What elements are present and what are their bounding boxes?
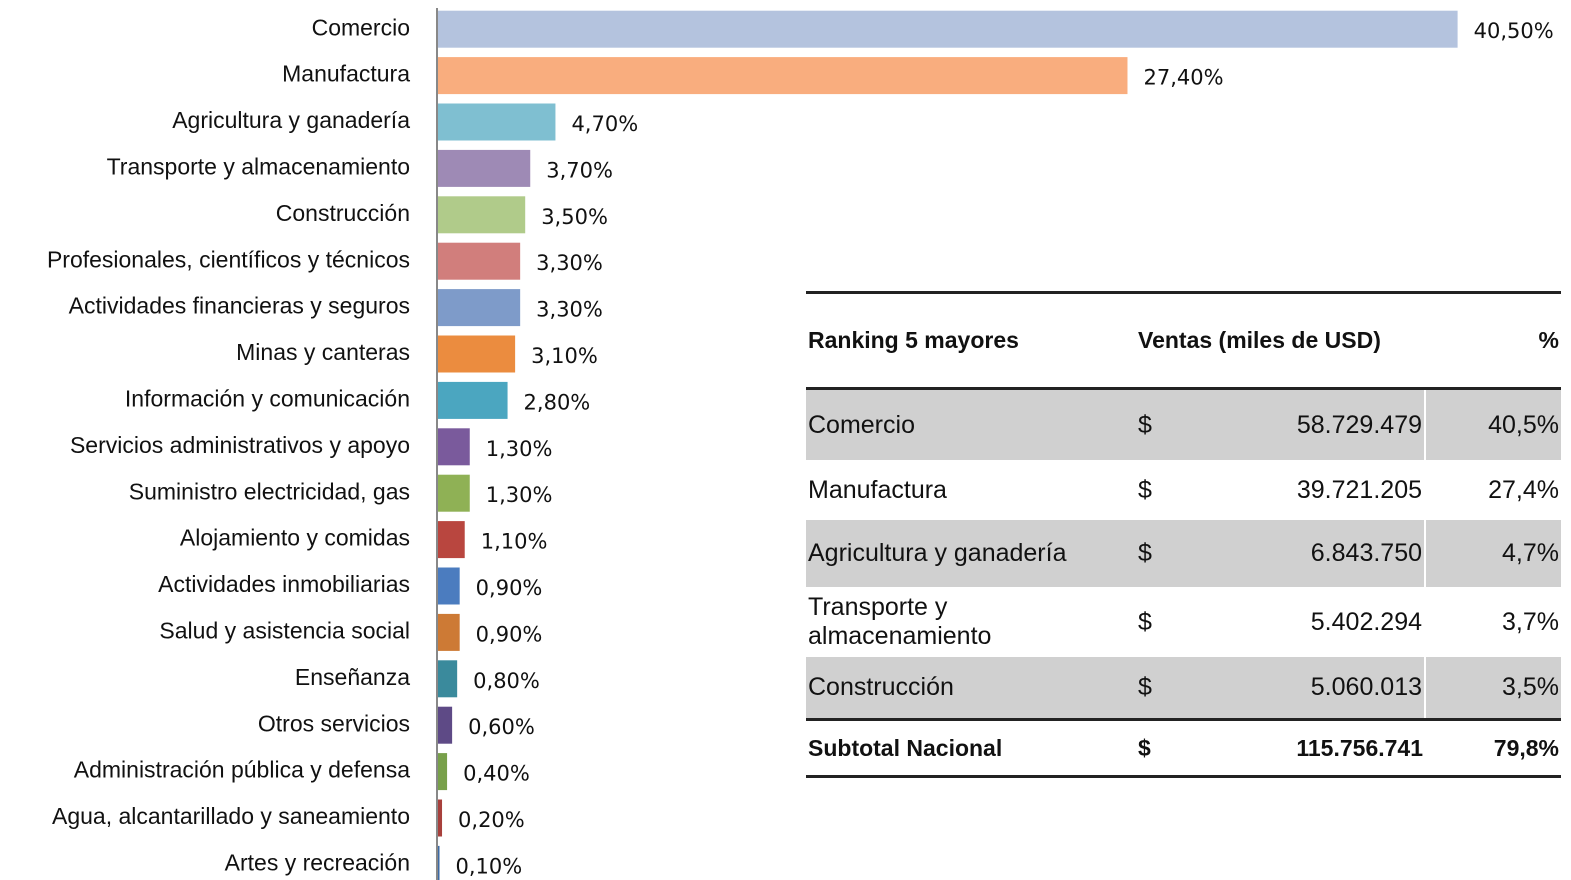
- value-label: 3,30%: [536, 251, 603, 275]
- table-cell: Comercio: [806, 388, 1136, 460]
- bar: [437, 242, 521, 280]
- category-label: Artes y recreación: [225, 849, 410, 875]
- table-row: Ranking 5 mayores Ventas (miles de USD)%: [806, 291, 1561, 390]
- bar: [437, 149, 531, 187]
- table-cell: %: [1425, 291, 1561, 390]
- category-label: Actividades inmobiliarias: [158, 571, 410, 597]
- value-label: 0,20%: [458, 808, 525, 832]
- table-cell: $: [1136, 718, 1190, 778]
- category-label: Administración pública y defensa: [74, 757, 410, 783]
- bar: [437, 335, 516, 373]
- table-cell: Manufactura: [808, 475, 947, 504]
- category-label: Comercio: [312, 14, 410, 40]
- bar: [437, 381, 508, 419]
- value-label: 1,30%: [486, 437, 553, 461]
- table-cell: 4,7%: [1425, 520, 1561, 587]
- table-cell: 40,5%: [1425, 388, 1561, 460]
- category-label: Salud y asistencia social: [159, 617, 410, 643]
- table-row: Construcción $5.060.013 3,5%: [806, 657, 1561, 720]
- table-cell: 3,7%: [1502, 607, 1559, 636]
- table-cell: 3,5%: [1425, 657, 1561, 720]
- table-cell: 5.402.294: [1190, 587, 1426, 657]
- value-label: 0,10%: [456, 854, 523, 878]
- table-row: Manufactura $39.721.205 27,4%: [806, 460, 1561, 520]
- table-row: Comercio $58.729.479 40,5%: [806, 388, 1561, 460]
- table-cell: 27,4%: [1488, 475, 1559, 504]
- bar: [437, 289, 521, 327]
- bar: [437, 10, 1458, 48]
- value-label: 3,10%: [531, 344, 598, 368]
- table-cell: 6.843.750: [1190, 520, 1426, 587]
- bar: [437, 474, 470, 512]
- value-label: 0,40%: [463, 762, 530, 786]
- bar: [437, 196, 526, 234]
- bar: [437, 613, 460, 651]
- value-label: 1,10%: [481, 530, 548, 554]
- table-cell: Agricultura y ganadería: [806, 520, 1136, 587]
- category-label: Minas y canteras: [236, 339, 410, 365]
- value-label: 3,30%: [536, 298, 603, 322]
- table-row: Agricultura y ganadería $6.843.750 4,7%: [806, 520, 1561, 587]
- category-label: Alojamiento y comidas: [180, 525, 410, 551]
- table-cell: $: [1138, 607, 1152, 636]
- value-label: 3,70%: [546, 158, 613, 182]
- category-label: Profesionales, científicos y técnicos: [47, 246, 410, 272]
- category-label: Actividades financieras y seguros: [69, 293, 410, 319]
- category-label: Transporte y almacenamiento: [107, 153, 410, 179]
- table-cell: $: [1136, 657, 1190, 720]
- category-label: Información y comunicación: [125, 385, 410, 411]
- category-label: Construcción: [276, 200, 410, 226]
- table-cell: 115.756.741: [1190, 718, 1425, 778]
- table-cell: Ventas (miles de USD): [1136, 291, 1425, 390]
- category-label: Agua, alcantarillado y saneamiento: [52, 803, 410, 829]
- table-row: Subtotal Nacional $115.756.741 79,8%: [806, 718, 1561, 778]
- bar: [437, 103, 556, 141]
- bar: [437, 660, 458, 698]
- table-cell: 79,8%: [1425, 718, 1561, 778]
- table-cell: $: [1136, 388, 1190, 460]
- value-label: 2,80%: [524, 390, 591, 414]
- table-cell: Ranking 5 mayores: [806, 291, 1136, 390]
- bar: [437, 753, 448, 791]
- bar: [437, 521, 465, 559]
- ranking-table: Ranking 5 mayores Ventas (miles de USD)% C…: [806, 291, 1561, 778]
- table-cell: 5.060.013: [1190, 657, 1426, 720]
- table-cell: 58.729.479: [1190, 388, 1426, 460]
- value-label: 0,90%: [476, 622, 543, 646]
- bar: [437, 428, 470, 466]
- value-label: 0,90%: [476, 576, 543, 600]
- value-label: 0,80%: [473, 669, 540, 693]
- category-label: Otros servicios: [258, 710, 410, 736]
- category-label: Servicios administrativos y apoyo: [70, 432, 410, 458]
- value-label: 1,30%: [486, 483, 553, 507]
- bar: [437, 567, 460, 605]
- table-cell: Transporte y almacenamiento: [808, 593, 992, 650]
- table-cell: Subtotal Nacional: [806, 718, 1136, 778]
- value-label: 27,40%: [1143, 66, 1223, 90]
- table-cell: Construcción: [806, 657, 1136, 720]
- bar: [437, 57, 1128, 95]
- table-cell: $: [1138, 475, 1152, 504]
- bar: [437, 845, 440, 880]
- value-label: 0,60%: [468, 715, 535, 739]
- table-cell: 39.721.205: [1190, 460, 1426, 520]
- value-label: 40,50%: [1474, 19, 1554, 43]
- category-label: Enseñanza: [295, 664, 410, 690]
- value-label: 4,70%: [571, 112, 638, 136]
- bar: [437, 706, 453, 744]
- value-label: 3,50%: [541, 205, 608, 229]
- category-label: Agricultura y ganadería: [172, 107, 410, 133]
- table-cell: $: [1136, 520, 1190, 587]
- category-label: Suministro electricidad, gas: [129, 478, 410, 504]
- table-row: Transporte y almacenamiento $5.402.294 3,7…: [806, 587, 1561, 657]
- bar: [437, 799, 443, 837]
- category-label: Manufactura: [282, 61, 410, 87]
